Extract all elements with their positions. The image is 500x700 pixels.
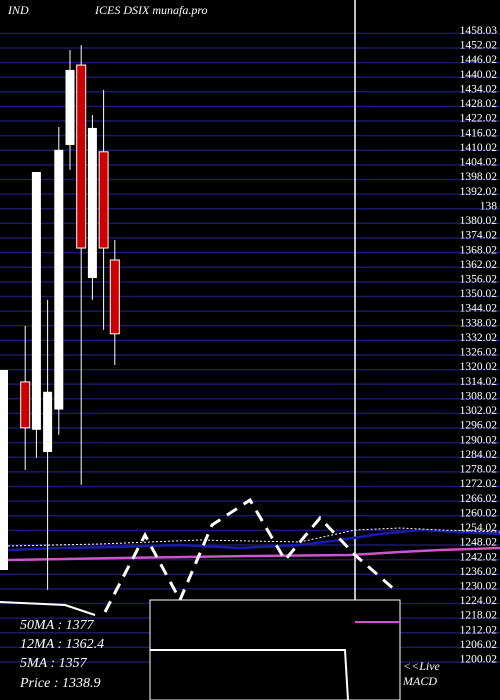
y-tick-label: 1278.02 <box>460 464 498 476</box>
candle-body <box>20 381 31 429</box>
ma-line <box>7 527 500 547</box>
y-tick-label: 1212.02 <box>460 624 498 636</box>
ma-line <box>7 546 500 562</box>
y-tick-label: 1218.02 <box>460 610 498 622</box>
info-text: 5MA : 1357 <box>20 656 88 671</box>
macd-hist <box>150 649 349 700</box>
info-text: Price : 1338.9 <box>19 676 100 691</box>
y-tick-label: 1284.02 <box>460 449 498 461</box>
note: MACD <box>402 674 437 688</box>
y-tick-label: 1356.02 <box>460 273 498 285</box>
y-tick-label: 1452.02 <box>460 40 498 52</box>
y-tick-label: 1290.02 <box>460 434 498 446</box>
y-tick-label: 1344.02 <box>460 303 498 315</box>
y-tick-label: 1242.02 <box>460 551 498 563</box>
info-text: 12MA : 1362.4 <box>20 637 104 652</box>
y-tick-label: 1440.02 <box>460 69 498 81</box>
signal-line <box>0 601 96 616</box>
ma-line <box>7 528 500 552</box>
chart-subtitle: ICES DSIX munafa.pro <box>94 3 208 17</box>
y-tick-label: 1410.02 <box>460 142 498 154</box>
chart-title: IND <box>7 3 29 17</box>
y-tick-label: 1368.02 <box>460 244 498 256</box>
macd-line <box>103 497 396 613</box>
y-tick-label: 1320.02 <box>460 361 498 373</box>
y-tick-label: 1308.02 <box>460 390 498 402</box>
y-tick-label: 1224.02 <box>460 595 498 607</box>
candle-body <box>65 69 75 145</box>
y-tick-label: 1422.02 <box>460 113 498 125</box>
y-tick-label: 1380.02 <box>460 215 498 227</box>
note: <<Live <box>403 659 441 673</box>
y-tick-label: 1230.02 <box>460 580 498 592</box>
y-tick-label: 1200.02 <box>460 654 498 666</box>
y-tick-label: 1236.02 <box>460 566 498 578</box>
candle-body <box>98 151 109 249</box>
y-tick-label: 1392.02 <box>460 186 498 198</box>
y-tick-label: 1362.02 <box>460 259 498 271</box>
candle-body <box>54 149 64 410</box>
y-tick-label: 1374.02 <box>460 230 498 242</box>
y-tick-label: 1428.02 <box>460 98 498 110</box>
y-tick-label: 1260.02 <box>460 507 498 519</box>
candle-body <box>76 64 87 249</box>
y-tick-label: 1404.02 <box>460 157 498 169</box>
y-tick-label: 1326.02 <box>460 347 498 359</box>
y-tick-label: 1302.02 <box>460 405 498 417</box>
y-tick-label: 1350.02 <box>460 288 498 300</box>
candle-body <box>87 127 97 279</box>
y-tick-label: 1206.02 <box>460 639 498 651</box>
y-tick-label: 1296.02 <box>460 420 498 432</box>
y-tick-label: 1434.02 <box>460 83 498 95</box>
candle-body <box>109 259 120 335</box>
info-text: 50MA : 1377 <box>20 618 95 633</box>
y-tick-label: 1254.02 <box>460 522 498 534</box>
y-tick-label: 1266.02 <box>460 493 498 505</box>
y-tick-label: 1338.02 <box>460 317 498 329</box>
y-tick-label: 1272.02 <box>460 478 498 490</box>
y-tick-label: 1416.02 <box>460 127 498 139</box>
y-tick-label: 138 <box>480 200 498 212</box>
candle-body <box>43 391 53 452</box>
partial-candle <box>0 370 8 570</box>
y-tick-label: 1248.02 <box>460 537 498 549</box>
y-tick-label: 1332.02 <box>460 332 498 344</box>
y-tick-label: 1314.02 <box>460 376 498 388</box>
y-tick-label: 1458.03 <box>460 25 498 37</box>
y-tick-label: 1446.02 <box>460 54 498 66</box>
candle-body <box>31 172 41 430</box>
y-tick-label: 1398.02 <box>460 171 498 183</box>
